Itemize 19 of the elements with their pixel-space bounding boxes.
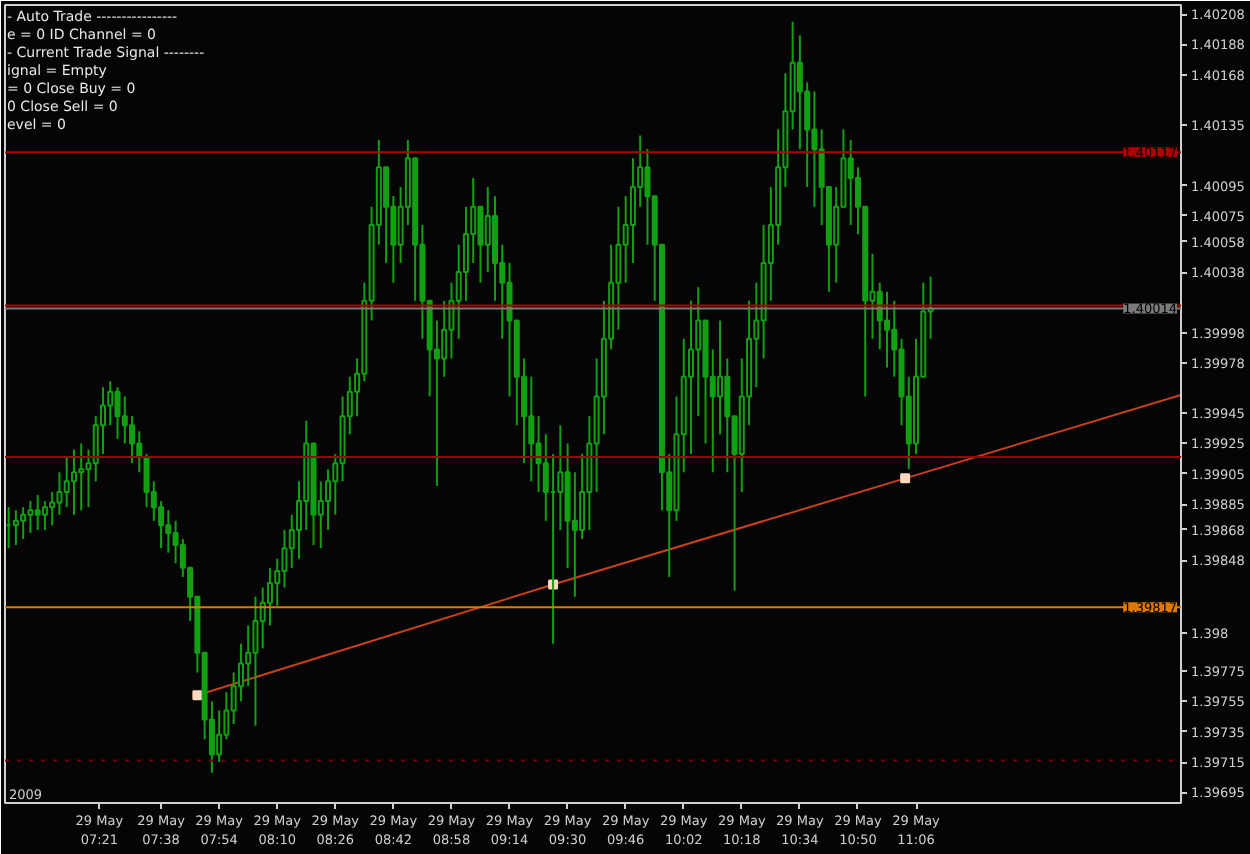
candlestick xyxy=(20,506,27,541)
candlestick xyxy=(484,186,491,274)
candlestick xyxy=(811,90,818,208)
candlestick xyxy=(717,319,724,436)
point xyxy=(900,473,911,484)
candlestick xyxy=(63,456,70,509)
candlestick xyxy=(12,509,19,547)
candlestick xyxy=(27,500,34,534)
candlestick xyxy=(114,386,121,440)
candlestick xyxy=(41,500,48,531)
candlestick xyxy=(847,139,854,226)
point xyxy=(192,690,203,701)
candlestick xyxy=(70,448,77,516)
candlestick xyxy=(34,494,41,531)
candlestick xyxy=(506,261,513,398)
candlestick xyxy=(165,509,172,554)
candlestick xyxy=(884,290,890,369)
candlestick xyxy=(78,442,85,512)
candlestick xyxy=(252,595,259,727)
